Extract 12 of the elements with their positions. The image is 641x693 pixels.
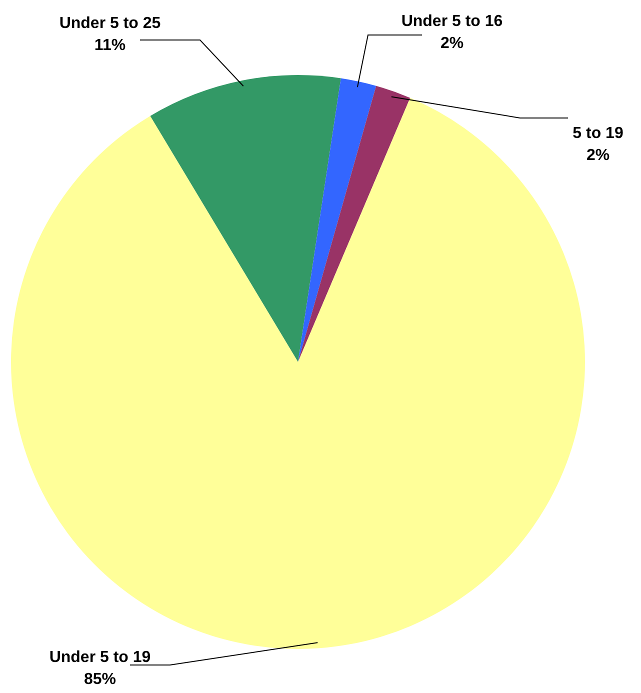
slice-label: Under 5 to 19: [49, 649, 151, 666]
pie-slice: [11, 98, 585, 649]
pie-slice: [150, 75, 341, 362]
pie-slice: [298, 86, 410, 362]
slice-label: Under 5 to 25: [59, 15, 161, 32]
data-label: 2%: [440, 35, 464, 52]
pie-slice: [298, 78, 376, 362]
slice-label: Under 5 to 16: [401, 13, 503, 30]
data-label: 2%: [586, 147, 610, 164]
data-label: 85%: [84, 671, 116, 688]
slice-label: 5 to 19: [572, 125, 624, 142]
data-label: 11%: [94, 37, 126, 54]
